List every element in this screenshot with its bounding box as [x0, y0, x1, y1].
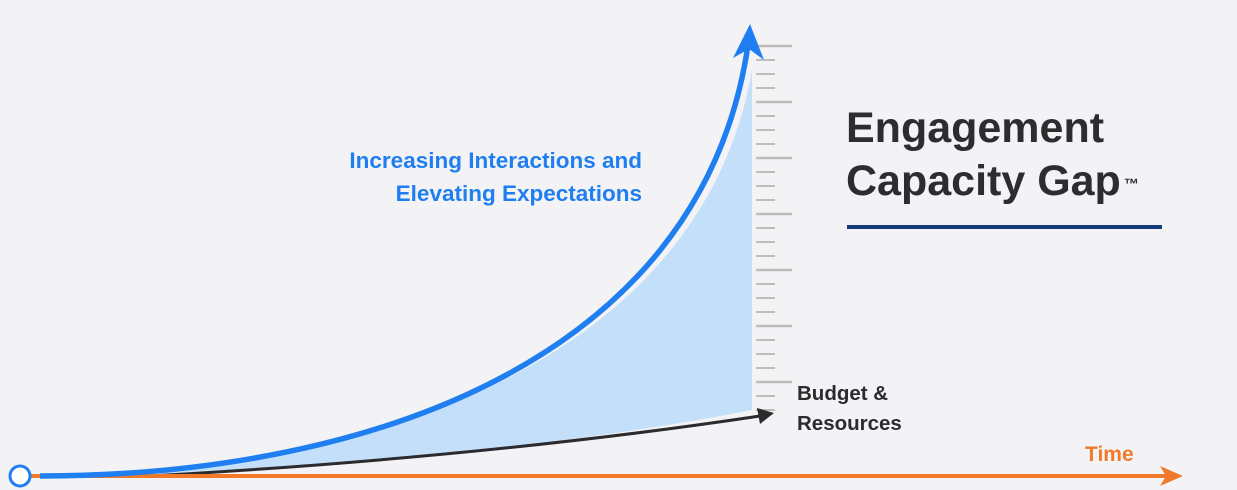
budget-label-line-1: Budget & — [797, 382, 889, 405]
expectations-label-line-2: Elevating Expectations — [395, 181, 642, 206]
budget-resources-curve — [149, 414, 761, 478]
budget-label-line-2: Resources — [797, 412, 902, 435]
arrowhead-right-icon — [1160, 466, 1183, 486]
origin-circle-icon — [8, 464, 32, 488]
arrowhead-up-icon — [733, 24, 764, 60]
heading-underline — [847, 225, 1162, 229]
expectations-label: Increasing Interactions and Elevating Ex… — [230, 144, 642, 210]
expectations-label-line-1: Increasing Interactions and — [349, 148, 642, 173]
trademark-symbol: ™ — [1123, 176, 1139, 193]
heading-line-2-text: Capacity Gap — [846, 157, 1121, 205]
heading-line-1: Engagement — [846, 104, 1105, 152]
budget-resources-label: Budget & Resources — [797, 379, 902, 439]
capacity-gap-area — [40, 70, 752, 476]
expectations-curve — [39, 44, 751, 479]
time-axis-label: Time — [1085, 443, 1134, 466]
diagram-heading: Engagement Capacity Gap ™ — [846, 102, 1139, 211]
arrowhead-right-icon — [757, 408, 774, 424]
gap-scale — [756, 44, 792, 411]
heading-line-2: Capacity Gap ™ — [846, 155, 1139, 211]
